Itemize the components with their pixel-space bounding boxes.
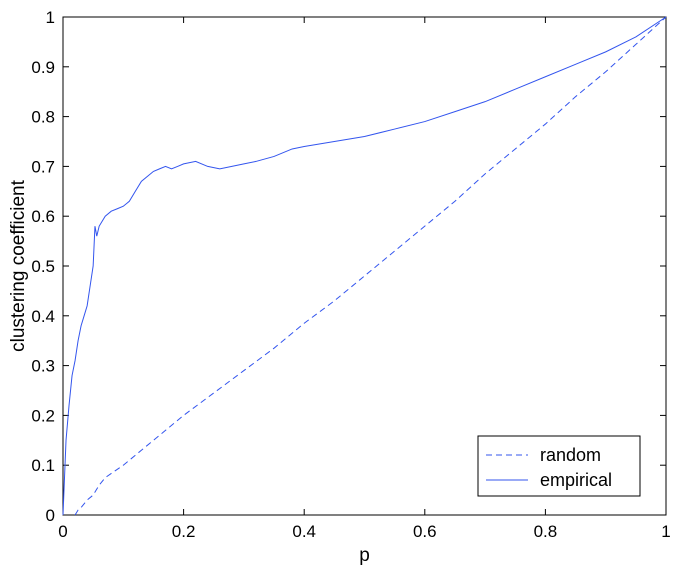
series-layer: [62, 16, 667, 516]
y-tick-label: 0.7: [31, 157, 55, 176]
x-axis-label: p: [359, 545, 370, 566]
tick-labels: 0 0.2 0.4 0.6 0.8 1 0 0.1 0.2 0.3 0.4 0.5 0.6 0.7 0.8 0…: [31, 8, 670, 541]
y-tick-label: 0.8: [31, 108, 55, 127]
x-tick-label: 0.8: [534, 522, 558, 541]
x-tick-label: 0: [58, 522, 67, 541]
y-tick-label: 0.9: [31, 58, 55, 77]
legend-label-empirical: empirical: [540, 470, 612, 490]
y-tick-label: 0.3: [31, 357, 55, 376]
y-tick-label: 0.6: [31, 207, 55, 226]
legend-box: [477, 435, 641, 497]
x-tick-label: 0.4: [292, 522, 316, 541]
y-tick-label: 1: [46, 8, 55, 27]
x-tick-label: 0.6: [413, 522, 437, 541]
y-tick-label: 0.5: [31, 257, 55, 276]
y-tick-label: 0.4: [31, 307, 55, 326]
y-tick-label: 0.1: [31, 456, 55, 475]
x-tick-label: 1: [661, 522, 670, 541]
series-line-empirical: [62, 16, 667, 516]
legend-label-random: random: [540, 445, 601, 465]
series-line-random: [74, 16, 667, 516]
y-tick-label: 0.2: [31, 406, 55, 425]
legend: random empirical: [477, 435, 641, 497]
y-tick-label: 0: [46, 506, 55, 525]
x-tick-label: 0.2: [172, 522, 196, 541]
y-axis-label: clustering coefficient: [8, 179, 29, 352]
